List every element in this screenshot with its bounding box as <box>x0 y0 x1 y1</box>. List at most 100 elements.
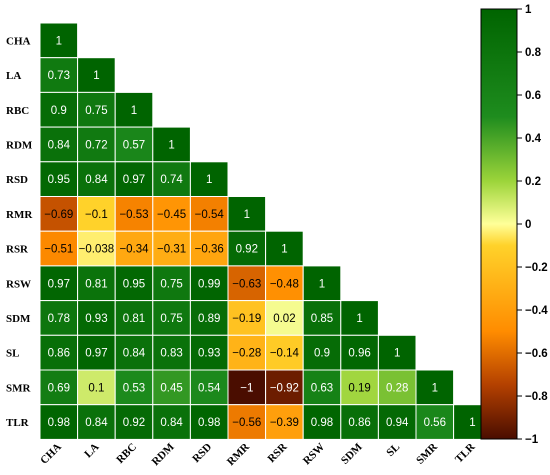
cell-value-RBC-LA: 0.75 <box>85 105 107 117</box>
cell-value-RSW-RDM: 0.75 <box>160 278 182 290</box>
cell-value-TLR-RDM: 0.84 <box>160 417 183 429</box>
cell-value-TLR-RSD: 0.98 <box>198 417 220 429</box>
cell-value-TLR-RMR: −0.56 <box>232 417 261 429</box>
cell-value-RSD-CHA: 0.95 <box>48 174 70 186</box>
cell-value-TLR-RSW: 0.98 <box>311 417 333 429</box>
cell-value-RSR-RSR: 1 <box>281 244 287 256</box>
cell-value-RSW-RSR: −0.48 <box>270 278 299 290</box>
column-label-RSW: RSW <box>301 441 327 467</box>
column-label-RSR: RSR <box>265 440 290 465</box>
cell-value-SDM-LA: 0.93 <box>85 313 107 325</box>
heatmap-cell-RBC-RBC <box>114 91 154 128</box>
cell-value-SL-LA: 0.97 <box>85 348 107 360</box>
cell-value-TLR-SL: 0.94 <box>386 417 409 429</box>
cell-value-RBC-RBC: 1 <box>131 105 137 117</box>
column-label-RBC: RBC <box>114 441 139 466</box>
column-label-LA: LA <box>82 441 101 460</box>
colorbar-gradient <box>480 8 518 440</box>
row-label-RDM: RDM <box>6 139 33 151</box>
cell-value-SMR-RSD: 0.54 <box>198 382 221 394</box>
cell-value-SL-CHA: 0.86 <box>48 348 70 360</box>
heatmap-cell-SDM-SDM <box>340 300 379 336</box>
colorbar-tick-label: 0.4 <box>525 133 542 145</box>
cell-value-SDM-RBC: 0.81 <box>123 313 145 325</box>
colorbar: 1 0.8 0.6 0.4 0.2 0 −0.2 −0.4 −0.6 −0.8 −1 <box>480 4 548 446</box>
cell-value-SL-SDM: 0.96 <box>348 348 370 360</box>
cell-value-TLR-TLR: 1 <box>469 417 475 429</box>
cell-value-SL-RBC: 0.84 <box>123 348 146 360</box>
cell-value-LA-CHA: 0.73 <box>48 70 70 82</box>
cell-value-SDM-SDM: 1 <box>356 313 362 325</box>
heatmap-cell-RMR-CHA <box>39 196 79 232</box>
cell-value-RDM-RBC: 0.57 <box>123 139 145 151</box>
row-label-TLR: TLR <box>6 417 30 429</box>
colorbar-tick-label: 0.8 <box>525 47 542 59</box>
heatmap-cell-RSR-CHA <box>39 230 79 267</box>
heatmap-cell-SL-CHA <box>39 334 79 371</box>
cell-value-RSR-RBC: −0.34 <box>119 244 149 256</box>
heatmap-cell-RMR-RDM <box>152 196 191 232</box>
cell-value-RMR-RSD: −0.54 <box>195 209 225 221</box>
cell-value-RSW-RSD: 0.99 <box>198 278 220 290</box>
heatmap-cell-RMR-RMR <box>227 196 267 232</box>
cell-value-RMR-CHA: −0.69 <box>44 209 73 221</box>
colorbar-tick-label: −0.4 <box>525 305 548 317</box>
heatmap-cell-SL-SDM <box>340 334 379 371</box>
heatmap-cell-RSW-RSW <box>302 265 342 302</box>
heatmap-cells: 1 0.73 1 0.9 0.75 1 0.84 0.72 0.57 1 0.95 0.84 0.97 0… <box>39 22 492 440</box>
cell-value-RDM-CHA: 0.84 <box>48 139 71 151</box>
heatmap-cell-SL-RSD <box>189 334 229 371</box>
heatmap-cell-TLR-CHA <box>39 404 79 440</box>
cell-value-RSR-RDM: −0.31 <box>157 244 186 256</box>
cell-value-SDM-RSD: 0.89 <box>198 313 220 325</box>
cell-value-SL-RDM: 0.83 <box>160 348 182 360</box>
column-labels: CHA LA RBC RDM RSD RMR RSR RSW SDM SL SMR TLR <box>38 440 478 468</box>
cell-value-RSR-LA: −0.038 <box>79 244 115 256</box>
heatmap-cell-RMR-LA <box>77 196 116 232</box>
heatmap-cell-TLR-SL <box>377 404 417 440</box>
cell-value-RMR-LA: −0.1 <box>85 209 108 221</box>
heatmap-cell-SL-SL <box>377 334 417 371</box>
cell-value-SDM-RSW: 0.85 <box>311 313 333 325</box>
column-label-SMR: SMR <box>414 440 441 467</box>
cell-value-SL-RSR: −0.14 <box>270 348 300 360</box>
heatmap-cell-TLR-RDM <box>152 404 191 440</box>
column-label-RDM: RDM <box>150 441 177 468</box>
cell-value-SDM-RMR: −0.19 <box>232 313 261 325</box>
cell-value-RSW-RSW: 1 <box>319 278 325 290</box>
cell-value-SMR-RDM: 0.45 <box>160 382 182 394</box>
heatmap-cell-TLR-SDM <box>340 404 379 440</box>
cell-value-SMR-SL: 0.28 <box>386 382 408 394</box>
heatmap-cell-RMR-RSD <box>189 196 229 232</box>
cell-value-RDM-LA: 0.72 <box>85 139 107 151</box>
cell-value-RSD-RSD: 1 <box>206 174 212 186</box>
heatmap-cell-RSD-RDM <box>152 161 191 198</box>
cell-value-TLR-LA: 0.84 <box>85 417 108 429</box>
colorbar-tick-label: 1 <box>525 4 532 16</box>
cell-value-RSD-RBC: 0.97 <box>123 174 145 186</box>
cell-value-TLR-RBC: 0.92 <box>123 417 145 429</box>
cell-value-SMR-SMR: 1 <box>432 382 438 394</box>
heatmap-cell-RSR-RMR <box>227 230 267 267</box>
row-label-SMR: SMR <box>6 382 32 394</box>
cell-value-RMR-RDM: −0.45 <box>157 209 186 221</box>
heatmap-cell-SMR-CHA <box>39 369 79 406</box>
heatmap-cell-TLR-RSW <box>302 404 342 440</box>
heatmap-cell-RSR-RSR <box>265 230 304 267</box>
cell-value-RSR-RMR: 0.92 <box>236 244 258 256</box>
cell-value-SDM-RSR: 0.02 <box>273 313 295 325</box>
colorbar-tick-label: −0.6 <box>525 348 548 360</box>
cell-value-TLR-SMR: 0.56 <box>424 417 446 429</box>
colorbar-tick-label: −0.8 <box>525 391 548 403</box>
cell-value-SDM-RDM: 0.75 <box>160 313 182 325</box>
heatmap-cell-RDM-RDM <box>152 126 191 163</box>
heatmap-cell-RSD-LA <box>77 161 116 198</box>
heatmap-cell-SDM-RMR <box>227 300 267 336</box>
heatmap-cell-RMR-RBC <box>114 196 154 232</box>
column-label-RSD: RSD <box>190 441 214 465</box>
cell-value-SMR-RBC: 0.53 <box>123 382 145 394</box>
cell-value-RMR-RBC: −0.53 <box>119 209 148 221</box>
cell-value-CHA-CHA: 1 <box>56 35 62 47</box>
heatmap-cell-CHA-CHA <box>39 22 79 59</box>
cell-value-RSW-RBC: 0.95 <box>123 278 145 290</box>
